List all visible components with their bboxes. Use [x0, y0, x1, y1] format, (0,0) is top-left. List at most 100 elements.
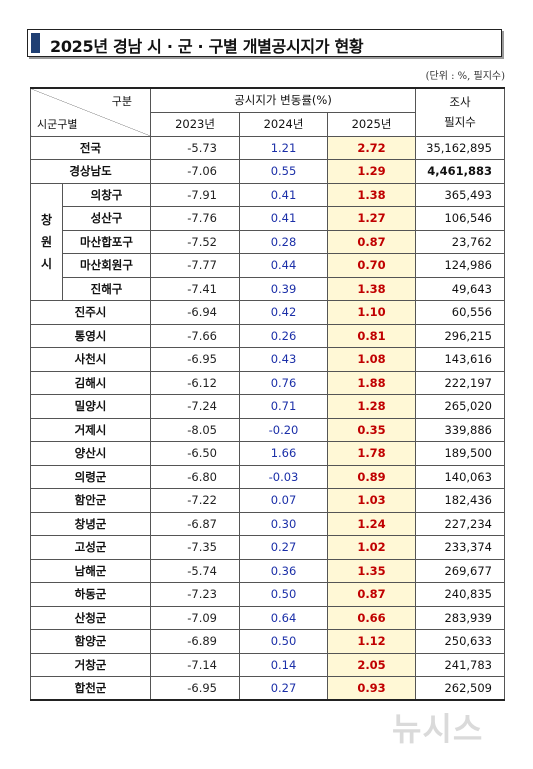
table-row: 마산회원구 -7.77 0.44 0.70 124,986	[31, 253, 505, 278]
rate-2023: -7.52	[150, 229, 240, 254]
region-name: 산청군	[30, 605, 151, 630]
region-name: 성산구	[62, 206, 151, 231]
rate-2023: -6.95	[150, 347, 240, 372]
survey-count: 23,762	[415, 229, 505, 254]
survey-count: 182,436	[415, 488, 505, 513]
region-name: 진해구	[62, 276, 151, 301]
table-row: 남해군 -5.74 0.36 1.35 269,677	[30, 558, 505, 583]
region-name: 의창구	[62, 182, 151, 207]
rate-2024: 0.39	[239, 276, 328, 301]
survey-count: 106,546	[415, 206, 505, 231]
rate-2023: -5.74	[150, 558, 240, 583]
region-name: 거제시	[30, 417, 151, 442]
survey-count: 269,677	[415, 558, 505, 583]
survey-count: 240,835	[415, 582, 505, 607]
region-name: 밀양시	[30, 394, 151, 419]
rate-2025: 1.10	[327, 300, 416, 325]
rate-2023: -8.05	[150, 417, 240, 442]
rate-2024: 0.50	[239, 629, 328, 654]
survey-count: 60,556	[415, 300, 505, 325]
rate-2025: 1.27	[327, 206, 416, 231]
table-row: 고성군 -7.35 0.27 1.02 233,374	[30, 535, 505, 560]
rate-2023: -7.22	[150, 488, 240, 513]
region-name: 거창군	[30, 652, 151, 677]
rate-2024: 0.27	[239, 676, 328, 701]
table-row: 거제시 -8.05 -0.20 0.35 339,886	[30, 417, 505, 442]
survey-count: 365,493	[415, 182, 505, 207]
rate-2024: 0.50	[239, 582, 328, 607]
rate-2025: 0.66	[327, 605, 416, 630]
table-row: 함양군 -6.89 0.50 1.12 250,633	[30, 629, 505, 654]
region-name: 통영시	[30, 323, 151, 348]
unit-note: (단위 : %, 필지수)	[425, 71, 505, 82]
table-row: 사천시 -6.95 0.43 1.08 143,616	[30, 347, 505, 372]
changwon-group-label: 창 원 시	[30, 182, 63, 301]
header-category-label: 구분	[111, 95, 132, 108]
rate-2024: 0.44	[239, 253, 328, 278]
table-row: 성산구 -7.76 0.41 1.27 106,546	[31, 206, 505, 231]
rate-2024: 0.41	[239, 206, 328, 231]
rate-2023: -7.76	[150, 206, 240, 231]
rate-2025: 0.93	[327, 676, 416, 701]
table-row: 밀양시 -7.24 0.71 1.28 265,020	[30, 394, 505, 419]
survey-count: 140,063	[415, 464, 505, 489]
region-name: 진주시	[30, 300, 151, 325]
rate-2023: -5.73	[150, 135, 240, 160]
rate-2025: 1.24	[327, 511, 416, 536]
table-row: 산청군 -7.09 0.64 0.66 283,939	[30, 605, 505, 630]
survey-count: 222,197	[415, 370, 505, 395]
rate-2023: -6.95	[150, 676, 240, 701]
rate-2023: -6.94	[150, 300, 240, 325]
rate-2023: -7.23	[150, 582, 240, 607]
rate-2025: 2.72	[327, 135, 416, 160]
title-box: 2025년 경남 시 · 군 · 구별 개별공시지가 현황	[27, 29, 502, 57]
rate-2024: 1.21	[239, 135, 328, 160]
table-row: 하동군 -7.23 0.50 0.87 240,835	[30, 582, 505, 607]
table-row: 진해구 -7.41 0.39 1.38 49,643	[31, 276, 505, 301]
survey-count: 233,374	[415, 535, 505, 560]
region-name: 경상남도	[30, 159, 151, 184]
survey-count: 262,509	[415, 676, 505, 701]
rate-2025: 0.89	[327, 464, 416, 489]
rate-2025: 1.12	[327, 629, 416, 654]
watermark: 뉴시스	[392, 710, 484, 748]
rate-2023: -7.14	[150, 652, 240, 677]
table-row: 합천군 -6.95 0.27 0.93 262,509	[30, 676, 505, 701]
region-name: 남해군	[30, 558, 151, 583]
survey-count: 189,500	[415, 441, 505, 466]
rate-2024: 0.55	[239, 159, 328, 184]
survey-count: 296,215	[415, 323, 505, 348]
table-row: 마산합포구 -7.52 0.28 0.87 23,762	[31, 229, 505, 254]
header-diagonal-cell: 구분 시군구별	[30, 87, 151, 137]
rate-2023: -6.50	[150, 441, 240, 466]
survey-count: 283,939	[415, 605, 505, 630]
rate-2025: 1.03	[327, 488, 416, 513]
region-name: 함양군	[30, 629, 151, 654]
rate-2023: -7.41	[150, 276, 240, 301]
rate-2024: 0.30	[239, 511, 328, 536]
rate-2024: -0.20	[239, 417, 328, 442]
region-name: 사천시	[30, 347, 151, 372]
land-price-table: 구분 시군구별 공시지가 변동률(%) 조사 필지수 2023년 2024년 2…	[30, 87, 505, 701]
rate-2024: 0.43	[239, 347, 328, 372]
region-name: 마산합포구	[62, 229, 151, 254]
rate-2024: 1.66	[239, 441, 328, 466]
region-name: 고성군	[30, 535, 151, 560]
rate-2025: 1.78	[327, 441, 416, 466]
table-row: 전국 -5.73 1.21 2.72 35,162,895	[30, 135, 505, 160]
rate-2023: -6.87	[150, 511, 240, 536]
table-row: 진주시 -6.94 0.42 1.10 60,556	[30, 300, 505, 325]
rate-2024: 0.64	[239, 605, 328, 630]
rate-2023: -7.77	[150, 253, 240, 278]
region-name: 하동군	[30, 582, 151, 607]
survey-count: 250,633	[415, 629, 505, 654]
rate-2023: -6.12	[150, 370, 240, 395]
rate-2025: 1.29	[327, 159, 416, 184]
table-row: 경상남도 -7.06 0.55 1.29 4,461,883	[30, 159, 505, 184]
table-row: 김해시 -6.12 0.76 1.88 222,197	[30, 370, 505, 395]
rate-2025: 0.87	[327, 229, 416, 254]
rate-2025: 0.81	[327, 323, 416, 348]
rate-2023: -7.24	[150, 394, 240, 419]
rate-2025: 1.02	[327, 535, 416, 560]
region-name: 전국	[30, 135, 151, 160]
